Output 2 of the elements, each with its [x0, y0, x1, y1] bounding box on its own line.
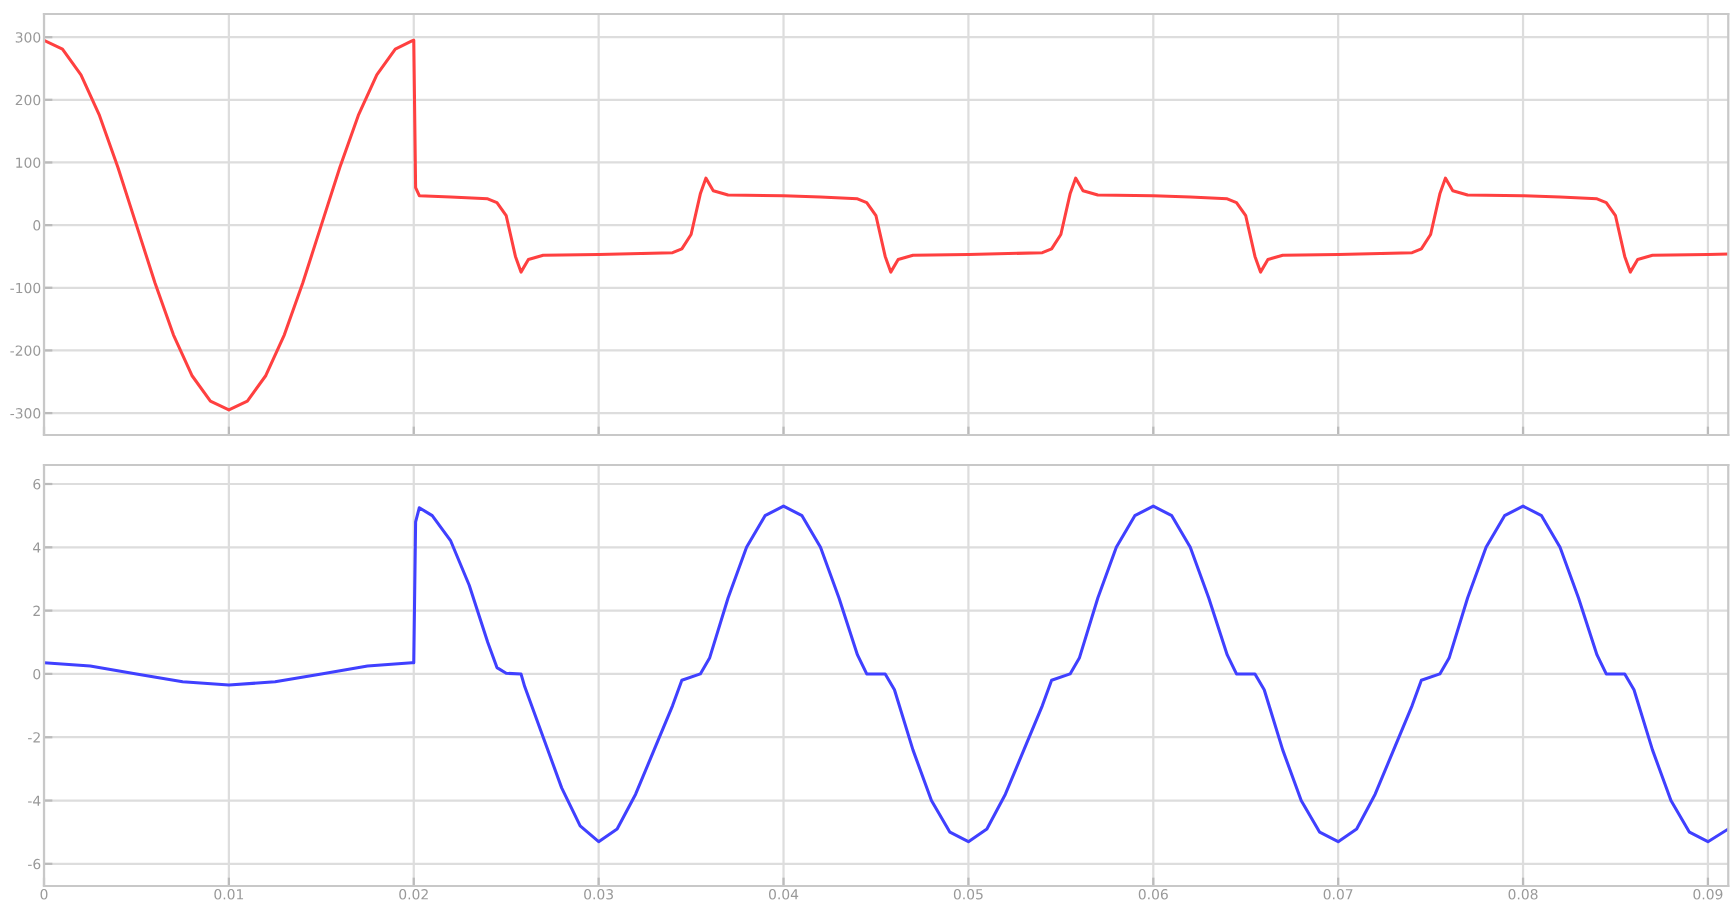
line-series — [44, 38, 1729, 412]
line-series — [44, 504, 1729, 844]
